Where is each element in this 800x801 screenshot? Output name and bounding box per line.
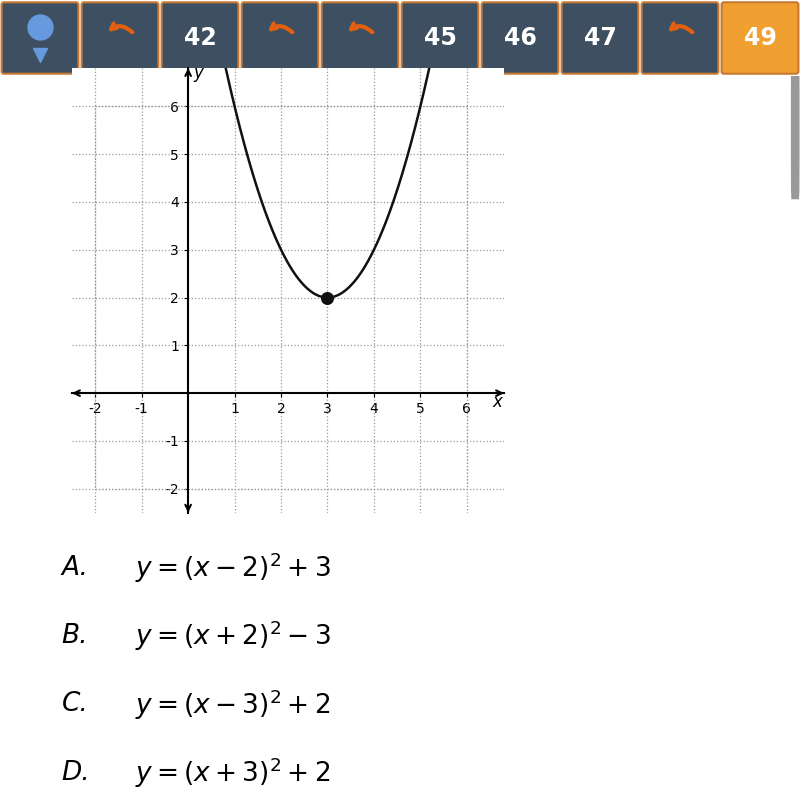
Text: 49: 49 <box>743 26 777 50</box>
Text: x: x <box>492 392 502 411</box>
Text: 42: 42 <box>184 26 216 50</box>
Text: y: y <box>194 63 203 82</box>
FancyBboxPatch shape <box>2 2 78 74</box>
Text: C.: C. <box>62 691 88 718</box>
Text: $y = (x-2)^2+3$: $y = (x-2)^2+3$ <box>135 550 330 585</box>
FancyBboxPatch shape <box>82 2 158 74</box>
Text: 45: 45 <box>423 26 457 50</box>
Text: 47: 47 <box>583 26 617 50</box>
Text: $y = (x-3)^2+2$: $y = (x-3)^2+2$ <box>135 687 330 722</box>
Text: $y = (x+3)^2+2$: $y = (x+3)^2+2$ <box>135 755 330 790</box>
FancyBboxPatch shape <box>791 54 799 199</box>
Text: A.: A. <box>62 555 88 581</box>
FancyBboxPatch shape <box>402 2 478 74</box>
Text: B.: B. <box>62 623 88 649</box>
FancyBboxPatch shape <box>322 2 398 74</box>
FancyBboxPatch shape <box>162 2 238 74</box>
FancyBboxPatch shape <box>642 2 718 74</box>
FancyBboxPatch shape <box>562 2 638 74</box>
FancyBboxPatch shape <box>482 2 558 74</box>
Text: D.: D. <box>62 759 90 786</box>
FancyBboxPatch shape <box>242 2 318 74</box>
Text: 46: 46 <box>503 26 537 50</box>
FancyBboxPatch shape <box>722 2 798 74</box>
Point <box>321 291 334 304</box>
Text: $y = (x+2)^2-3$: $y = (x+2)^2-3$ <box>135 619 330 654</box>
